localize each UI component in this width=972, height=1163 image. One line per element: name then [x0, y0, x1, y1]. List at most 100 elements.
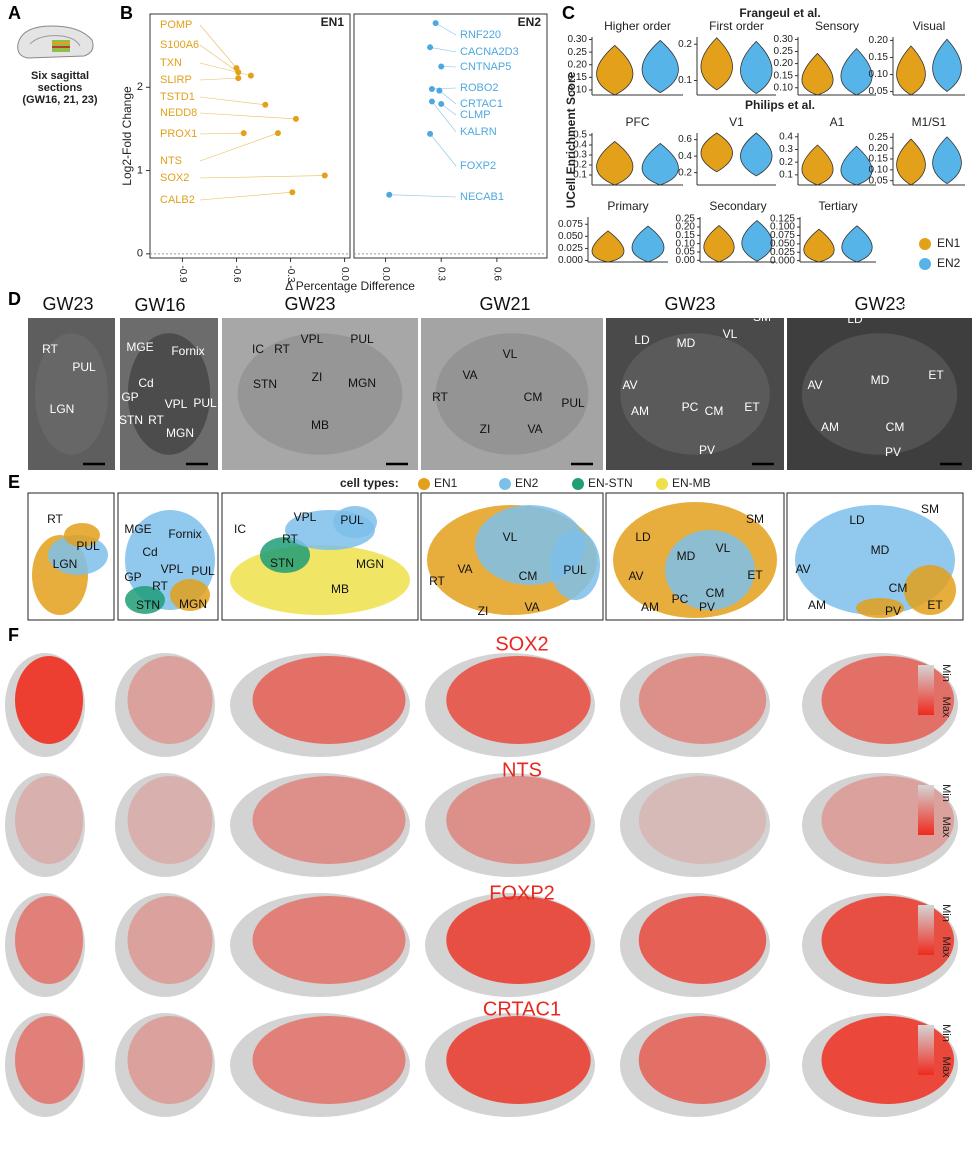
region-label: AV [795, 562, 810, 576]
x-axis-title: Δ Percentage Difference [285, 279, 415, 293]
region-label: RT [47, 512, 63, 526]
point [438, 100, 445, 107]
region-label: PC [672, 592, 689, 606]
point [289, 189, 296, 196]
region-label: ET [747, 568, 763, 582]
region-label: RT [152, 579, 168, 593]
cell-cluster [125, 586, 165, 614]
expression-overlay [15, 896, 83, 984]
y-tick-label: 0.25 [869, 132, 889, 143]
tissue-base [425, 773, 595, 877]
region-label: VPL [165, 397, 188, 411]
x-tick-label: 0.6 [491, 267, 502, 281]
region-label: VL [716, 541, 731, 555]
color-scale [918, 785, 934, 835]
expression-overlay [638, 656, 767, 744]
region-label: STN [270, 556, 294, 570]
y-tick-label: 0.10 [676, 238, 696, 249]
region-label: VA [462, 368, 477, 382]
region-label: PUL [193, 396, 217, 410]
region-label: MGE [126, 340, 153, 354]
region-label: MD [677, 549, 696, 563]
leader-line [441, 103, 457, 116]
y-tick-label: 0.1 [573, 170, 587, 181]
region-label: SM [901, 300, 919, 314]
caption: Six sagittal [31, 70, 89, 82]
region-label: PUL [561, 396, 585, 410]
legend-swatch [499, 478, 511, 490]
scale-label: Min [940, 904, 952, 922]
region-label: VPL [294, 510, 317, 524]
scale-label: Max [940, 817, 952, 838]
leader-line [389, 194, 457, 198]
leader-line [199, 132, 279, 162]
expression-overlay [127, 1016, 213, 1104]
cell-cluster [64, 523, 100, 547]
y-tick-label: 0.025 [770, 247, 795, 258]
leader-line [199, 175, 325, 179]
expression-overlay [446, 656, 591, 744]
leader-line [199, 44, 239, 73]
region-label: PV [699, 600, 715, 614]
y-tick-label: 0.10 [568, 85, 588, 96]
point-label: NECAB1 [460, 191, 504, 203]
legend-label: EN1 [937, 236, 961, 250]
y-tick-label: 0.25 [676, 213, 696, 224]
point [292, 115, 299, 122]
region-label: LD [634, 333, 650, 347]
violin [740, 132, 773, 177]
y-tick-label: 0.2 [573, 160, 587, 171]
y-tick-label: 0.2 [779, 157, 793, 168]
x-tick-label: -0.9 [177, 265, 188, 283]
tissue-texture [127, 333, 211, 455]
point-label: CLMP [460, 109, 491, 121]
violin [596, 44, 634, 96]
point-label: TXN [160, 57, 182, 69]
point-label: TSTD1 [160, 91, 195, 103]
y-tick-label: 0.000 [770, 255, 795, 266]
color-scale [918, 1025, 934, 1075]
region-label: MGN [179, 597, 207, 611]
point [235, 75, 242, 82]
region-label: RT [282, 532, 298, 546]
region-label: CM [706, 586, 725, 600]
region-label: MGE [124, 522, 151, 536]
legend-title: cell types: [340, 476, 399, 490]
region-label: MD [677, 336, 696, 350]
point [432, 20, 439, 27]
region-label: LGN [50, 402, 75, 416]
point [428, 98, 435, 105]
region-label: RT [42, 342, 58, 356]
y-axis-title: UCell Enrichment Score [564, 71, 578, 208]
y-tick-label: 0.15 [869, 52, 889, 63]
section-title: GW23 [284, 294, 335, 314]
legend-swatch [919, 258, 931, 270]
expression-overlay [821, 1016, 955, 1104]
violin [703, 225, 735, 263]
region-label: LD [847, 312, 863, 326]
leader-line [199, 77, 239, 81]
point-label: S100A6 [160, 39, 199, 51]
point [428, 85, 435, 92]
region-label: VPL [301, 332, 324, 346]
y-tick-label: 0.6 [678, 134, 692, 145]
expression-overlay [821, 896, 955, 984]
violin [631, 225, 665, 263]
y-tick-label: 0.5 [573, 130, 587, 141]
expression-overlay [446, 776, 591, 864]
section-title: GW23 [664, 294, 715, 314]
region-label: LD [635, 530, 651, 544]
cell-cluster [904, 565, 956, 615]
point-label: RNF220 [460, 29, 501, 41]
violin [700, 37, 733, 91]
leader-line [439, 90, 457, 105]
expression-overlay [127, 896, 213, 984]
point-label: NTS [160, 155, 182, 167]
leader-line [431, 87, 457, 90]
tissue-base [115, 773, 215, 877]
y-tick-label: 0.20 [869, 143, 889, 154]
region-label: Fornix [171, 344, 204, 358]
tissue-image [222, 318, 418, 470]
region-label: Cd [142, 545, 157, 559]
region-label: PUL [191, 564, 215, 578]
